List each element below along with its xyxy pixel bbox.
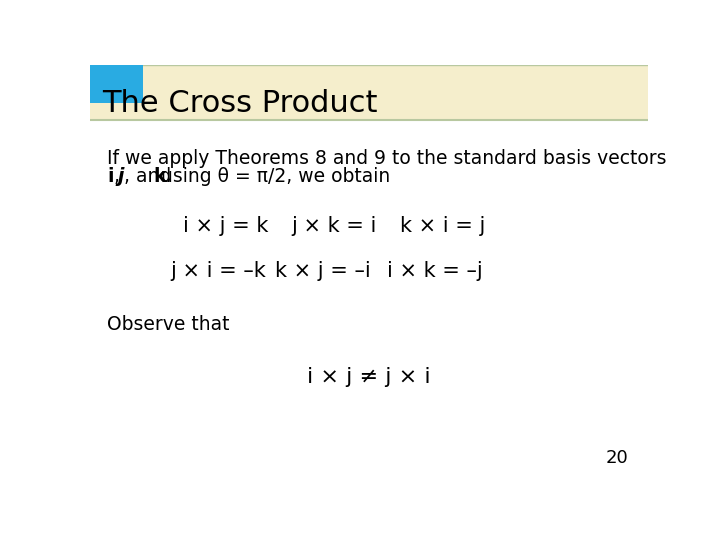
Text: i × j ≠ j × i: i × j ≠ j × i (307, 367, 431, 387)
Text: i: i (107, 167, 114, 186)
Text: 20: 20 (606, 449, 629, 467)
Text: k: k (153, 167, 166, 186)
Text: j × i = –k: j × i = –k (170, 261, 266, 281)
Text: ,: , (113, 167, 120, 186)
Text: k × i = j: k × i = j (400, 217, 485, 237)
Text: The Cross Product: The Cross Product (102, 89, 377, 118)
Text: If we apply Theorems 8 and 9 to the standard basis vectors: If we apply Theorems 8 and 9 to the stan… (107, 150, 667, 168)
Text: using θ = π/2, we obtain: using θ = π/2, we obtain (161, 167, 390, 186)
Text: k × j = –i: k × j = –i (274, 261, 370, 281)
Text: i × j = k: i × j = k (183, 217, 269, 237)
Text: , and: , and (124, 167, 171, 186)
FancyBboxPatch shape (90, 65, 648, 120)
Text: j: j (118, 167, 125, 186)
Text: Observe that: Observe that (107, 315, 230, 334)
FancyBboxPatch shape (90, 65, 143, 103)
Text: i × k = –j: i × k = –j (387, 261, 482, 281)
Text: j × k = i: j × k = i (292, 217, 377, 237)
